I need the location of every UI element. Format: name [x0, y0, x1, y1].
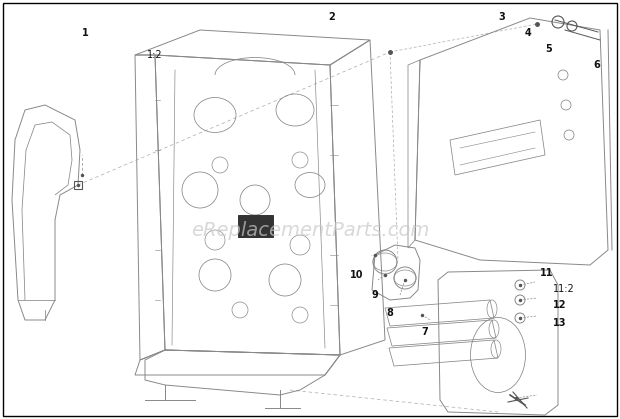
Text: 8: 8: [386, 308, 393, 318]
Text: 5: 5: [545, 44, 552, 54]
Text: 2: 2: [328, 12, 335, 22]
Text: 6: 6: [593, 60, 600, 70]
Bar: [74, 181, 82, 189]
Text: 11:2: 11:2: [553, 284, 575, 294]
Text: 12: 12: [553, 300, 567, 310]
Text: 11: 11: [540, 268, 554, 278]
Text: 3: 3: [498, 12, 505, 22]
Text: eReplacementParts.com: eReplacementParts.com: [191, 220, 429, 240]
Text: 1: 1: [82, 28, 89, 38]
FancyBboxPatch shape: [238, 215, 273, 237]
Text: 1:2: 1:2: [147, 50, 162, 60]
Text: 10: 10: [350, 270, 363, 280]
Text: 13: 13: [553, 318, 567, 328]
Text: 9: 9: [372, 290, 379, 300]
Text: 4: 4: [525, 28, 532, 38]
Text: 7: 7: [421, 327, 428, 337]
